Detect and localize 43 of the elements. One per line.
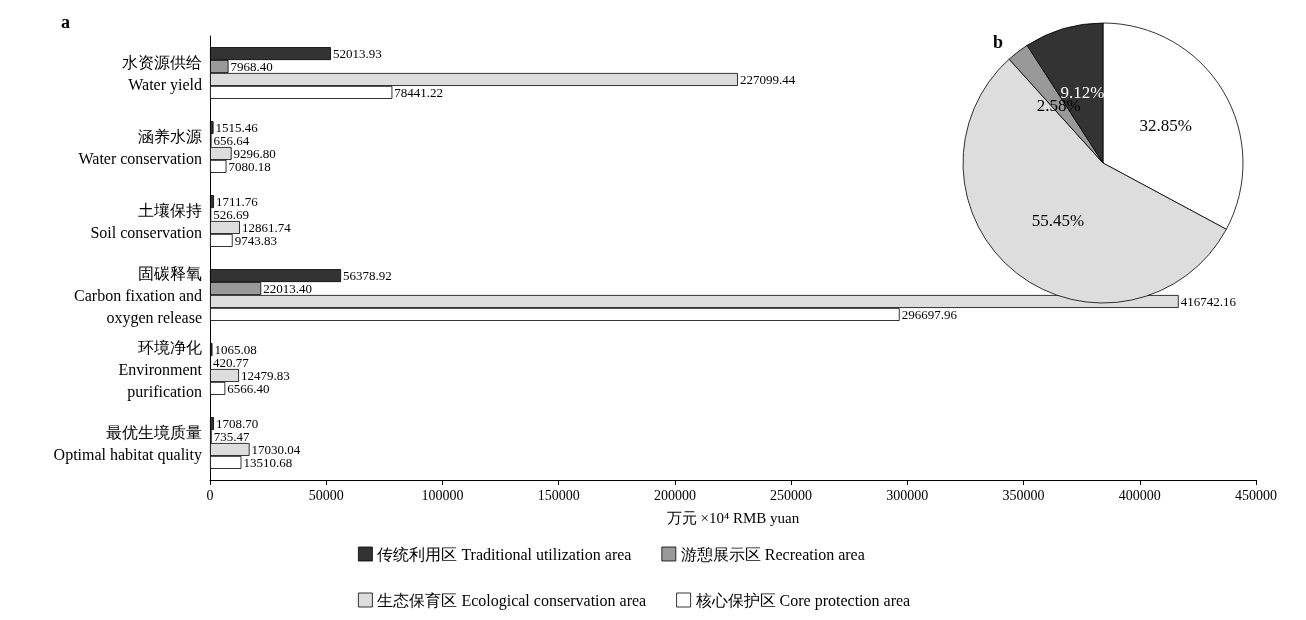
- data-label: 1515.46: [215, 120, 259, 136]
- data-label: 56378.92: [343, 268, 392, 284]
- x-tick-label: 250000: [770, 487, 813, 503]
- y-tick-label: 涵养水源 Water conservation: [78, 127, 202, 167]
- y-tick-label: 环境净化 Environment purification: [118, 338, 203, 401]
- x-axis-title: 万元 ×10⁴ RMB yuan: [666, 509, 800, 526]
- data-label: 1708.70: [215, 416, 259, 432]
- x-tick-label: 400000: [1118, 487, 1161, 503]
- data-label: 735.47: [213, 429, 250, 445]
- data-label: 32.85%: [1139, 116, 1192, 136]
- x-tick-label: 50000: [308, 487, 344, 503]
- data-label: 13510.68: [243, 454, 293, 470]
- data-label: 17030.04: [251, 441, 301, 457]
- data-label: 227099.44: [739, 71, 796, 87]
- y-tick-label: 最优生境质量 Optimal habitat quality: [53, 423, 202, 464]
- data-label: 55.45%: [1031, 210, 1085, 230]
- legend-label: 生态保育区 Ecological conservation area: [377, 591, 647, 610]
- x-tick-label: 150000: [537, 487, 580, 503]
- y-tick-label: 土壤保持 Soil conservation: [90, 201, 202, 241]
- x-tick-label: 300000: [886, 487, 929, 503]
- text: a: [61, 12, 70, 32]
- x-tick-label: 350000: [1002, 487, 1045, 503]
- data-label: 1065.08: [214, 342, 257, 358]
- data-label: 52013.93: [332, 46, 382, 62]
- y-tick-label: 固碳释氧 Carbon fixation and oxygen release: [74, 264, 202, 327]
- data-label: 7080.18: [228, 158, 271, 174]
- x-tick-label: 0: [206, 487, 214, 503]
- text: b: [993, 32, 1004, 52]
- data-label: 6566.40: [227, 380, 270, 396]
- data-label: 9743.83: [234, 232, 277, 248]
- data-label: 1711.76: [215, 194, 259, 210]
- legend-label: 核心保护区 Core protection area: [694, 591, 911, 610]
- data-label: 416742.16: [1180, 293, 1237, 309]
- legend-label: 游憩展示区 Recreation area: [680, 545, 865, 563]
- data-label: 296697.96: [901, 306, 958, 322]
- y-tick-label: 水资源供给 Water yield: [122, 53, 202, 94]
- x-tick-label: 100000: [421, 487, 464, 503]
- x-tick-label: 450000: [1235, 487, 1277, 503]
- data-label: 7968.40: [230, 59, 273, 75]
- legend-label: 传统利用区 Traditional utilization area: [377, 545, 632, 563]
- data-label: 78441.22: [394, 84, 444, 100]
- x-tick-label: 200000: [653, 487, 696, 503]
- data-label: 22013.40: [263, 281, 312, 297]
